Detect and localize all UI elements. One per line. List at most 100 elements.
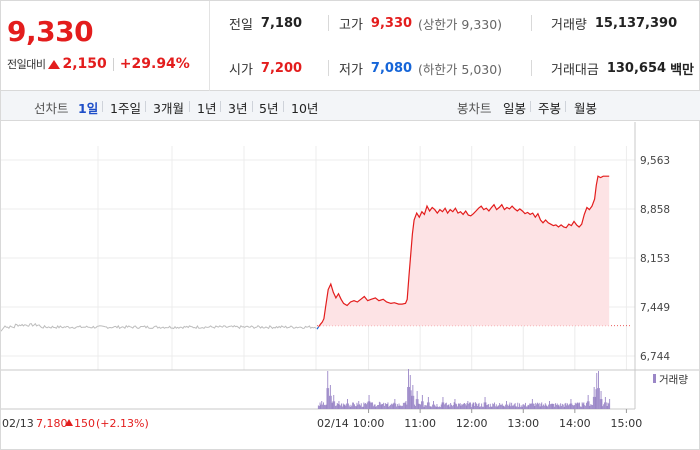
- amount-label: 거래대금: [551, 63, 599, 78]
- volume-bar: [599, 399, 601, 409]
- volume-bar: [574, 405, 575, 409]
- volume-bar: [446, 405, 448, 409]
- period-1w[interactable]: 1주일: [110, 101, 141, 116]
- volume-bar: [503, 405, 505, 409]
- volume-bar: [500, 404, 502, 409]
- volume-bar: [596, 373, 598, 409]
- volume-bar: [537, 402, 538, 409]
- volume-bar: [322, 404, 324, 409]
- volume-bar: [531, 399, 533, 409]
- volume-bar: [345, 405, 347, 409]
- volume-bar: [379, 402, 381, 409]
- period-1y[interactable]: 1년: [197, 101, 217, 116]
- volume-bar: [479, 406, 481, 409]
- volume-bar: [347, 399, 348, 409]
- volume-bar: [533, 403, 535, 409]
- volume-bar: [344, 404, 346, 409]
- high-label: 고가: [339, 18, 363, 33]
- period-10y[interactable]: 10년: [291, 101, 319, 116]
- volume-bar: [496, 406, 498, 409]
- volume-bar: [506, 401, 507, 409]
- period-3m[interactable]: 3개월: [153, 101, 184, 116]
- volume-bar: [337, 404, 339, 409]
- volume-bar: [508, 404, 510, 409]
- volume-bar: [431, 406, 433, 409]
- volume-bar: [451, 406, 453, 409]
- volume-bar: [440, 404, 442, 409]
- volume-bar: [429, 406, 431, 409]
- volume-bar: [492, 403, 494, 409]
- period-daily[interactable]: 일봉: [503, 101, 527, 116]
- volume-bar: [452, 405, 454, 409]
- volume-bar: [444, 404, 446, 409]
- volume-bar: [519, 403, 520, 409]
- x-tick-label: 15:00: [611, 417, 643, 430]
- volume-bar: [428, 402, 430, 409]
- volume-bar: [569, 403, 571, 409]
- period-3y[interactable]: 3년: [228, 101, 248, 116]
- volume-bar: [473, 402, 475, 409]
- period-weekly[interactable]: 주봉: [538, 101, 562, 116]
- volume-bar: [466, 403, 468, 409]
- volume-bar: [357, 404, 359, 409]
- volume-bar: [396, 406, 397, 409]
- y-axis-labels: 9,563 8,858 8,153 7,449 6,744: [640, 155, 670, 363]
- volume-bar: [424, 405, 426, 409]
- y-tick-label: 7,449: [640, 302, 670, 314]
- change-row: 전일대비 2,150 +29.94%: [7, 55, 190, 73]
- volume-bar: [333, 395, 335, 409]
- volume-bar: [598, 388, 600, 409]
- volume-bar: [594, 396, 596, 409]
- volume-bar: [548, 404, 550, 409]
- period-monthly[interactable]: 월봉: [574, 101, 598, 116]
- divider: [102, 101, 103, 112]
- volume-bar: [341, 403, 342, 409]
- volume-bar: [386, 403, 388, 409]
- volume-bar: [494, 402, 495, 409]
- volume-bar: [435, 406, 437, 409]
- volume-bar: [436, 404, 438, 409]
- volume-bar: [549, 401, 550, 409]
- price-area-fill: [317, 176, 610, 326]
- volume-bar: [579, 402, 580, 409]
- volume-legend-swatch: [653, 374, 656, 383]
- volume-bar: [389, 405, 391, 409]
- volume-bar: [609, 399, 611, 409]
- volume-bar: [583, 402, 585, 409]
- volume-bar: [420, 404, 421, 409]
- volume-bar: [323, 404, 325, 409]
- period-5y[interactable]: 5년: [259, 101, 279, 116]
- chart-lines: [1, 175, 631, 332]
- volume-bar: [465, 405, 467, 409]
- volume-bar: [602, 406, 604, 409]
- volume-bar: [447, 404, 449, 409]
- divider: [565, 101, 566, 112]
- lower-limit: (하한가 5,030): [418, 62, 503, 77]
- period-1d[interactable]: 1일: [78, 101, 99, 116]
- volume-bar: [409, 375, 411, 409]
- volume-bar: [377, 405, 379, 409]
- volume-bar: [342, 403, 344, 409]
- volume-bar: [393, 402, 395, 409]
- volume-bar: [374, 404, 376, 409]
- low-value: 7,080: [370, 61, 413, 76]
- volume-bar: [485, 402, 487, 409]
- volume-bar: [576, 402, 578, 409]
- prev-close-label: 전일: [229, 18, 253, 33]
- volume-bar: [529, 403, 531, 409]
- volume-bar: [476, 403, 477, 409]
- volume-bar: [537, 404, 539, 409]
- volume-bar: [582, 403, 584, 409]
- volume-bar: [483, 402, 485, 409]
- prev-date-label: 02/13: [2, 417, 34, 430]
- volume-bar: [592, 405, 593, 409]
- volume-bar: [340, 405, 342, 409]
- volume-bar: [588, 401, 590, 409]
- volume-bar: [513, 404, 515, 409]
- divider: [189, 101, 190, 112]
- volume-bar: [401, 406, 403, 409]
- volume-bar: [380, 404, 382, 409]
- volume-bar: [527, 404, 529, 409]
- volume-bar: [411, 395, 413, 409]
- volume-bar: [572, 405, 574, 409]
